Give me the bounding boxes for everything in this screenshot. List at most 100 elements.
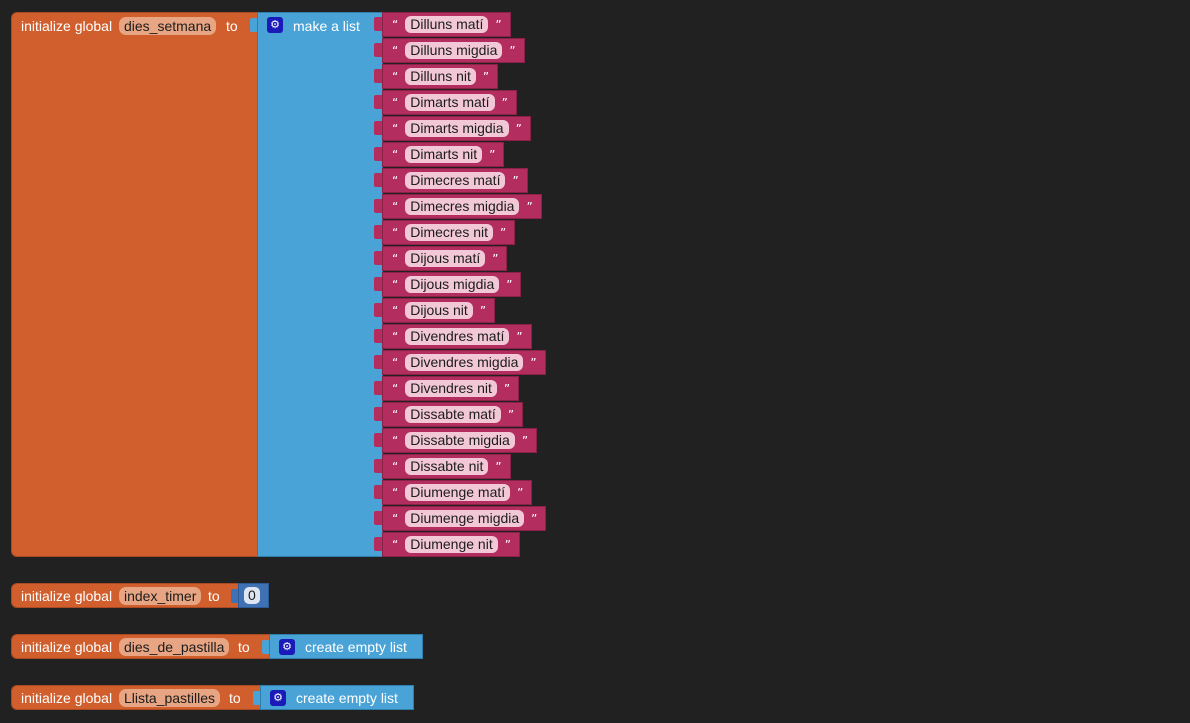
open-quote: “ bbox=[392, 537, 399, 552]
make-a-list-block[interactable]: ⚙ make a list bbox=[257, 12, 383, 557]
text-string-block[interactable]: “ Diumenge nit ” bbox=[382, 532, 520, 557]
value-connector bbox=[374, 95, 382, 109]
text-string-block[interactable]: “ Dissabte nit ” bbox=[382, 454, 511, 479]
text-value-field[interactable]: Dimarts nit bbox=[405, 146, 483, 163]
value-connector bbox=[374, 225, 382, 239]
text-string-block[interactable]: “ Dimecres nit ” bbox=[382, 220, 516, 245]
text-string-block[interactable]: “ Divendres migdia ” bbox=[382, 350, 546, 375]
text-string-block[interactable]: “ Dimecres matí ” bbox=[382, 168, 528, 193]
text-value-field[interactable]: Dijous migdia bbox=[405, 276, 500, 293]
text-string-block[interactable]: “ Dissabte matí ” bbox=[382, 402, 524, 427]
text-value-field[interactable]: Dimecres matí bbox=[405, 172, 506, 189]
text-value-field[interactable]: Divendres migdia bbox=[405, 354, 524, 371]
close-quote: ” bbox=[521, 433, 529, 448]
close-quote: ” bbox=[509, 43, 516, 58]
initialize-global-index-timer-block[interactable]: initialize global index_timer to bbox=[11, 583, 239, 608]
open-quote: “ bbox=[392, 329, 399, 344]
close-quote: ” bbox=[501, 95, 508, 110]
text-value-field[interactable]: Dilluns matí bbox=[405, 16, 489, 33]
value-connector bbox=[374, 277, 382, 291]
variable-name-field[interactable]: dies_de_pastilla bbox=[119, 638, 230, 656]
value-connector bbox=[374, 485, 382, 499]
text-string-block[interactable]: “ Dimarts migdia ” bbox=[382, 116, 531, 141]
value-connector bbox=[374, 407, 382, 421]
value-connector bbox=[374, 355, 382, 369]
text-string-block[interactable]: “ Dimecres migdia ” bbox=[382, 194, 542, 219]
close-quote: ” bbox=[495, 459, 502, 474]
open-quote: “ bbox=[392, 121, 399, 136]
text-value-field[interactable]: Dissabte migdia bbox=[405, 432, 515, 449]
text-string-block[interactable]: “ Diumenge matí ” bbox=[382, 480, 533, 505]
text-value-field[interactable]: Dijous nit bbox=[405, 302, 473, 319]
value-connector bbox=[374, 69, 382, 83]
text-string-block[interactable]: “ Dilluns migdia ” bbox=[382, 38, 525, 63]
open-quote: “ bbox=[392, 173, 399, 188]
text-string-block[interactable]: “ Dimarts nit ” bbox=[382, 142, 505, 167]
open-quote: “ bbox=[392, 277, 399, 292]
text-string-block[interactable]: “ Diumenge migdia ” bbox=[382, 506, 547, 531]
text-string-block[interactable]: “ Dijous migdia ” bbox=[382, 272, 522, 297]
initialize-global-llista-pastilles-block[interactable]: initialize global Llista_pastilles to bbox=[11, 685, 263, 710]
open-quote: “ bbox=[392, 303, 399, 318]
text-value-field[interactable]: Dimecres migdia bbox=[405, 198, 520, 215]
open-quote: “ bbox=[392, 17, 399, 32]
value-connector bbox=[374, 17, 382, 31]
text-value-field[interactable]: Diumenge nit bbox=[405, 536, 498, 553]
close-quote: ” bbox=[503, 381, 511, 396]
gear-icon[interactable]: ⚙ bbox=[270, 690, 286, 706]
close-quote: ” bbox=[530, 355, 537, 370]
text-value-field[interactable]: Diumenge matí bbox=[405, 484, 511, 501]
value-connector bbox=[262, 640, 270, 654]
text-value-field[interactable]: Dimecres nit bbox=[405, 224, 494, 241]
close-quote: ” bbox=[495, 17, 502, 32]
value-connector bbox=[231, 589, 239, 603]
text-value-field[interactable]: Dissabte nit bbox=[405, 458, 489, 475]
value-connector bbox=[374, 511, 382, 525]
text-value-field[interactable]: Diumenge migdia bbox=[405, 510, 525, 527]
create-empty-list-block[interactable]: ⚙ create empty list bbox=[260, 685, 414, 710]
text-string-block[interactable]: “ Dilluns nit ” bbox=[382, 64, 499, 89]
open-quote: “ bbox=[392, 511, 399, 526]
text-string-block[interactable]: “ Divendres nit ” bbox=[382, 376, 520, 401]
open-quote: “ bbox=[392, 381, 399, 396]
text-string-block[interactable]: “ Divendres matí ” bbox=[382, 324, 532, 349]
text-value-field[interactable]: Dissabte matí bbox=[405, 406, 501, 423]
close-quote: ” bbox=[500, 225, 507, 240]
create-empty-list-label: create empty list bbox=[305, 639, 407, 655]
value-connector bbox=[374, 173, 382, 187]
open-quote: “ bbox=[392, 95, 399, 110]
gear-icon[interactable]: ⚙ bbox=[279, 639, 295, 655]
text-value-field[interactable]: Divendres matí bbox=[405, 328, 510, 345]
value-connector bbox=[374, 303, 382, 317]
number-value-field[interactable]: 0 bbox=[244, 587, 260, 604]
value-connector bbox=[374, 537, 382, 551]
text-value-field[interactable]: Dimarts migdia bbox=[405, 120, 509, 137]
open-quote: “ bbox=[392, 459, 399, 474]
value-connector bbox=[374, 329, 382, 343]
text-value-field[interactable]: Dilluns nit bbox=[405, 68, 476, 85]
close-quote: ” bbox=[531, 511, 538, 526]
text-string-block[interactable]: “ Dilluns matí ” bbox=[382, 12, 511, 37]
text-value-field[interactable]: Dijous matí bbox=[405, 250, 486, 267]
text-string-block[interactable]: “ Dijous matí ” bbox=[382, 246, 508, 271]
close-quote: ” bbox=[507, 407, 515, 422]
initialize-global-dies-de-pastilla-block[interactable]: initialize global dies_de_pastilla to bbox=[11, 634, 271, 659]
gear-icon[interactable]: ⚙ bbox=[267, 17, 283, 33]
value-connector bbox=[374, 199, 382, 213]
text-string-block[interactable]: “ Dijous nit ” bbox=[382, 298, 496, 323]
close-quote: ” bbox=[479, 303, 487, 318]
text-string-block[interactable]: “ Dissabte migdia ” bbox=[382, 428, 538, 453]
initialize-global-label: initialize global bbox=[21, 690, 113, 706]
text-value-field[interactable]: Divendres nit bbox=[405, 380, 497, 397]
initialize-global-dies-setmana-block[interactable]: initialize global dies_setmana to bbox=[11, 12, 259, 557]
variable-name-field[interactable]: dies_setmana bbox=[119, 17, 217, 35]
create-empty-list-block[interactable]: ⚙ create empty list bbox=[269, 634, 423, 659]
variable-name-field[interactable]: Llista_pastilles bbox=[119, 689, 221, 707]
number-block[interactable]: 0 bbox=[238, 583, 269, 608]
text-value-field[interactable]: Dilluns migdia bbox=[405, 42, 503, 59]
to-label: to bbox=[226, 18, 238, 34]
variable-name-field[interactable]: index_timer bbox=[119, 587, 202, 605]
text-value-field[interactable]: Dimarts matí bbox=[405, 94, 495, 111]
text-string-block[interactable]: “ Dimarts matí ” bbox=[382, 90, 517, 115]
